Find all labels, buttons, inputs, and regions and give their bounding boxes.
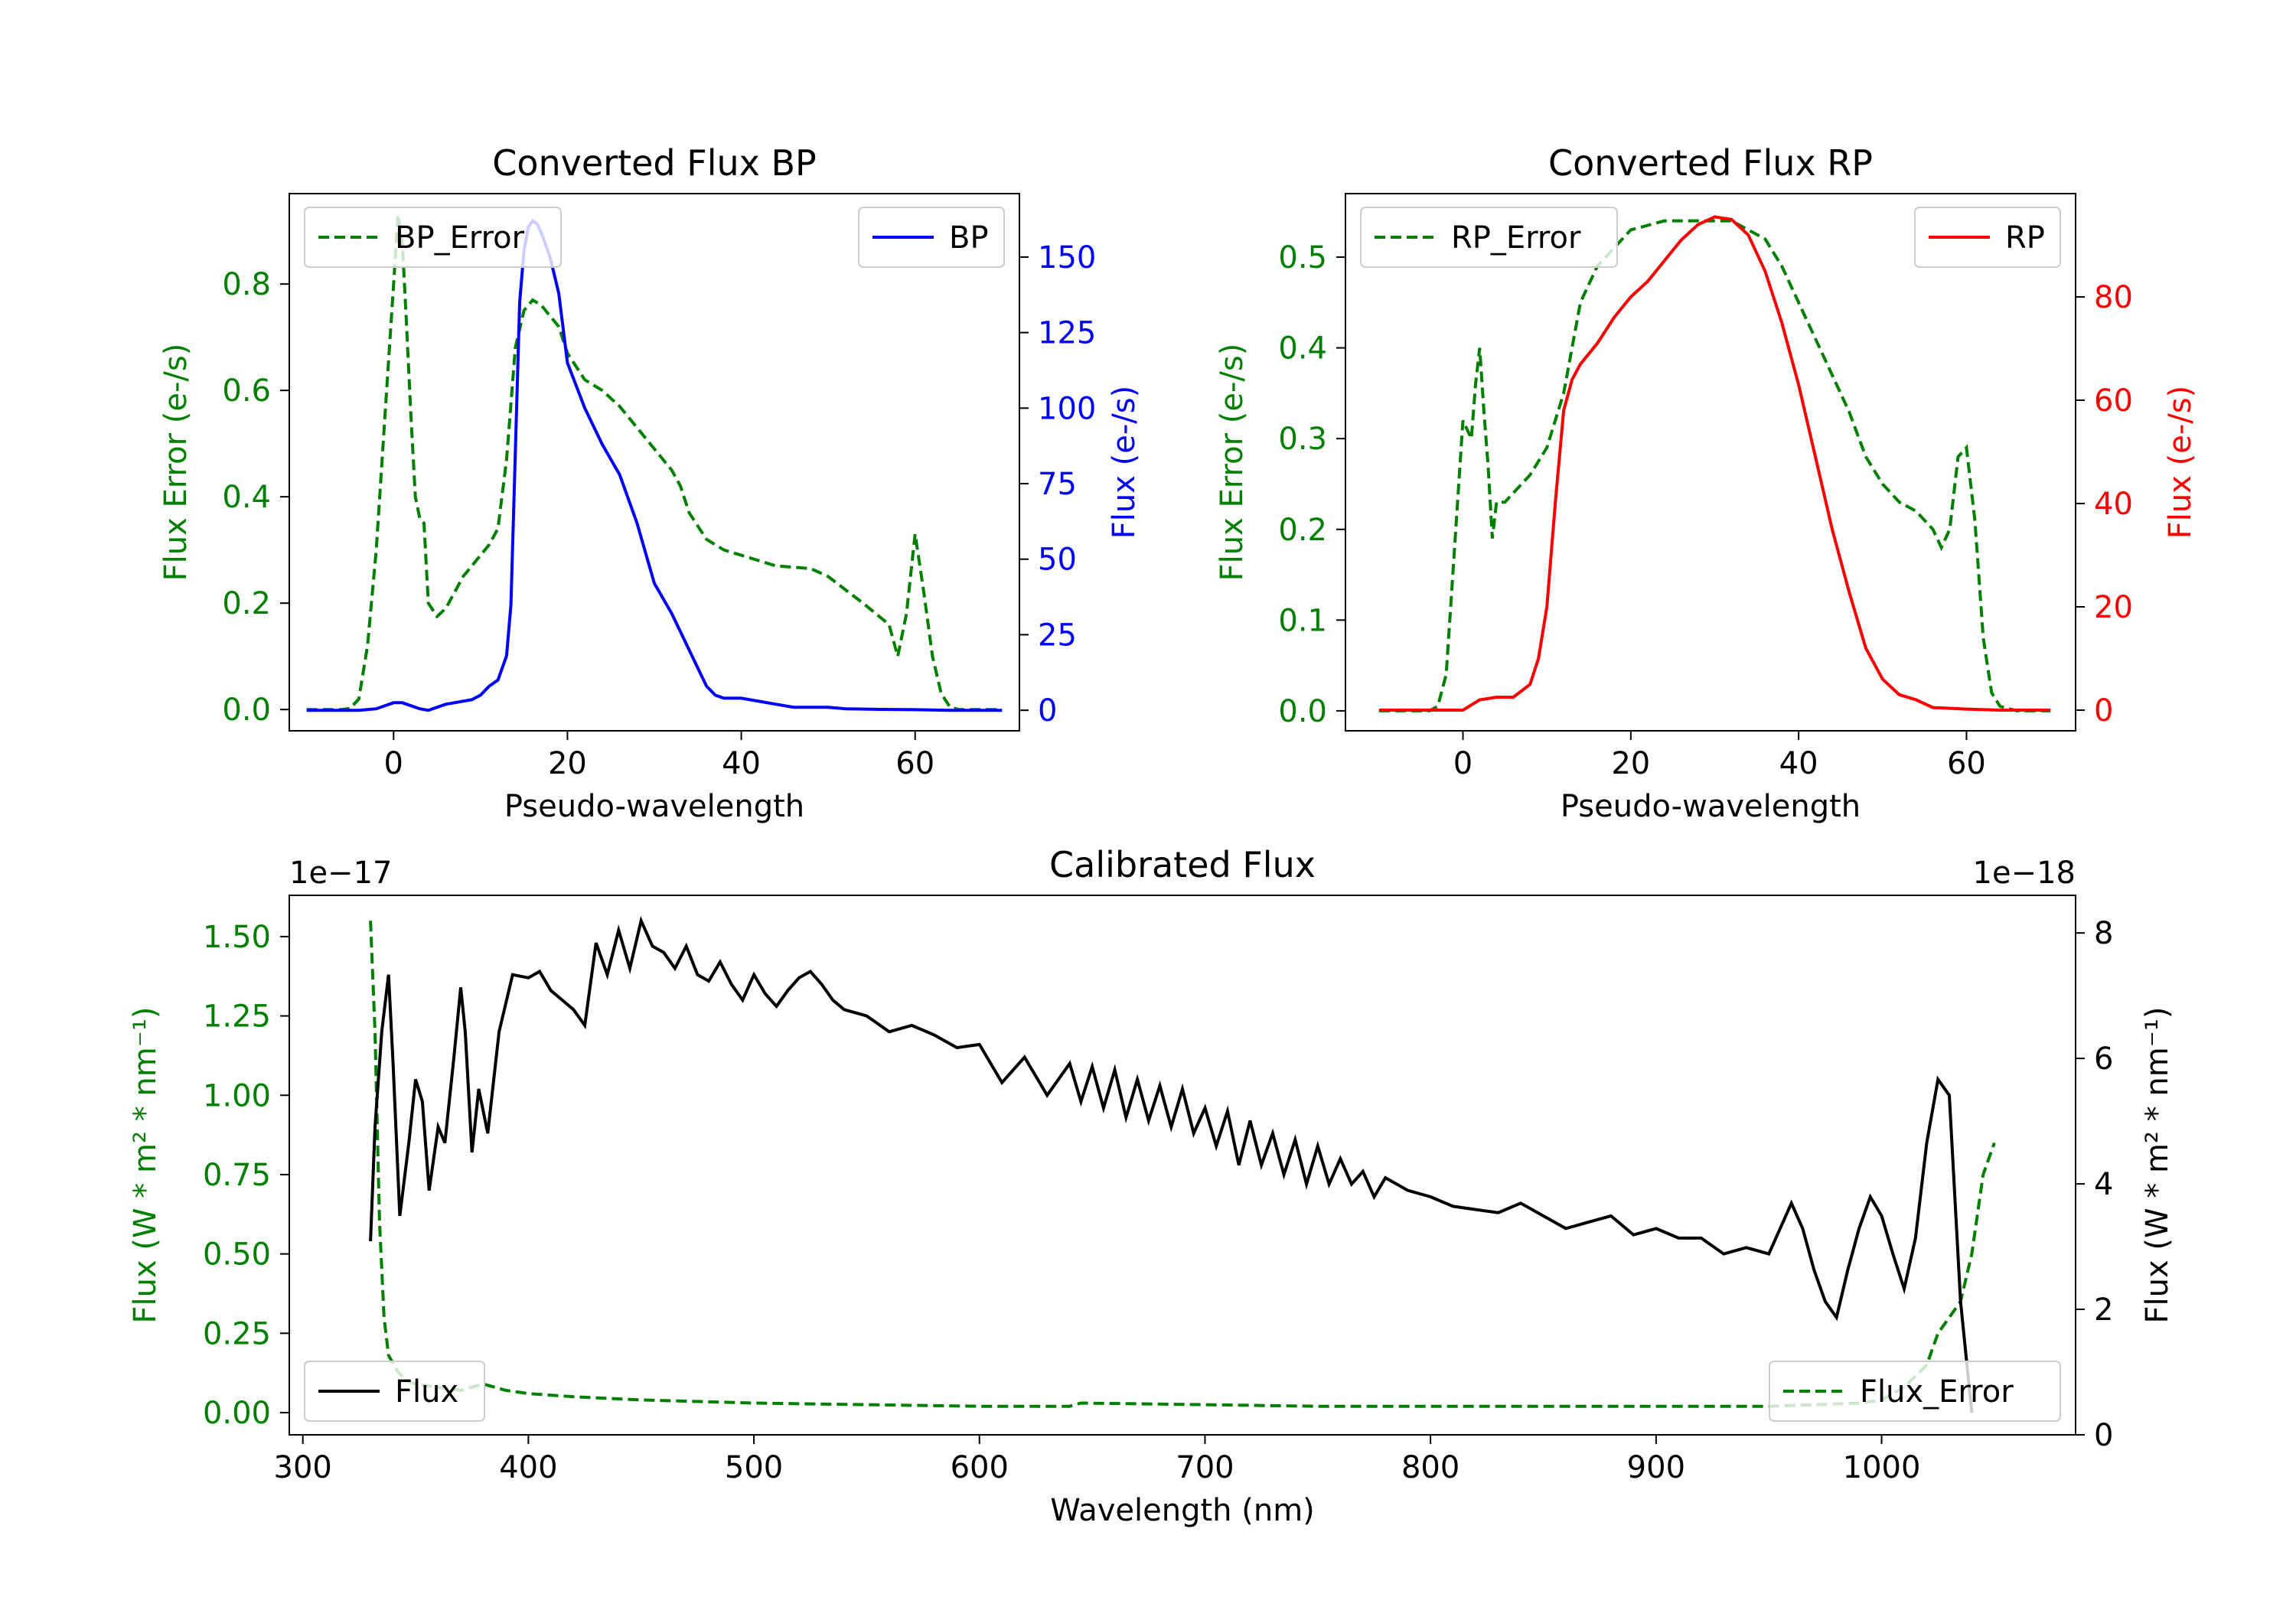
y-left-tick-label: 0.3: [1278, 422, 1327, 457]
x-axis-label: Pseudo-wavelength: [1561, 789, 1861, 824]
legend-box: [1769, 1361, 2061, 1422]
y-right-tick-label: 0: [1038, 693, 1057, 729]
y-right-tick-label: 0: [2094, 693, 2113, 729]
y-right-tick-label: 80: [2094, 280, 2133, 315]
legend-label: Flux: [395, 1374, 458, 1410]
axes-frame: [289, 193, 1020, 732]
legend-flux: BP: [858, 207, 1005, 268]
x-tick-label: 500: [725, 1450, 783, 1485]
x-tick-label: 300: [274, 1450, 332, 1485]
y-right-axis-label: Flux (W * m² * nm⁻¹): [2140, 1007, 2175, 1324]
x-tick-label: 60: [1947, 746, 1986, 781]
x-tick-label: 0: [1453, 746, 1473, 781]
panel-converted-flux-bp: 0 20 40 60 0.0 0.2 0.4 0.6 0.8 0 25 50 75 100 125 150 Co…: [158, 142, 1142, 824]
y-left-tick-label: 0.4: [1278, 331, 1327, 367]
y-right-tick-label: 75: [1038, 467, 1077, 502]
series-rp-error: [1378, 219, 2051, 712]
y-left-tick-label: 0.8: [222, 267, 271, 302]
y-left-tick-label: 0.2: [222, 586, 271, 621]
y-left-tick-label: 0.0: [222, 693, 271, 728]
x-tick-label: 900: [1627, 1450, 1685, 1485]
y-left-tick-label: 0.2: [1278, 513, 1327, 548]
y-left-offset-text: 1e−17: [289, 856, 392, 891]
y-right-tick-label: 150: [1038, 240, 1096, 275]
x-axis-label: Pseudo-wavelength: [504, 789, 804, 824]
y-right-tick-label: 8: [2094, 916, 2113, 951]
y-left-tick-label: 1.25: [203, 999, 271, 1035]
y-left-tick-label: 0.5: [1278, 240, 1327, 275]
legend-label: RP: [2005, 220, 2045, 256]
legend-error: RP_Error: [1360, 207, 1618, 268]
y-right-tick-label: 0: [2094, 1418, 2113, 1453]
y-left-axis-label: Flux Error (e-/s): [158, 344, 194, 582]
x-tick-label: 700: [1176, 1450, 1234, 1485]
legend-label: RP_Error: [1451, 220, 1581, 256]
y-right-offset-text: 1e−18: [1973, 856, 2076, 891]
x-tick-label: 800: [1401, 1450, 1459, 1485]
y-right-tick-label: 25: [1038, 618, 1077, 653]
panel-calibrated-flux: 300 400 500 600 700 800 900 1000 0.00 0.25 0.50 0.7…: [128, 844, 2175, 1528]
y-left-axis-label: Flux Error (e-/s): [1215, 344, 1250, 582]
y-left-tick-label: 0.25: [203, 1316, 271, 1351]
panel-converted-flux-rp: 0 20 40 60 0.0 0.1 0.2 0.3 0.4 0.5 0 20 40 60 80 Conver…: [1215, 142, 2198, 824]
x-tick-label: 1000: [1843, 1450, 1921, 1485]
x-tick-label: 600: [951, 1450, 1009, 1485]
y-left-tick-label: 0.1: [1278, 603, 1327, 638]
y-right-tick-label: 2: [2094, 1292, 2113, 1328]
legend-label: Flux_Error: [1860, 1374, 2014, 1410]
legend-box: [304, 207, 562, 268]
y-right-tick-label: 100: [1038, 391, 1096, 426]
y-right-tick-label: 4: [2094, 1167, 2113, 1202]
legend-box: [1360, 207, 1618, 268]
axes-frame: [1345, 193, 2076, 732]
chart-title: Converted Flux RP: [1548, 142, 1873, 184]
x-axis-label: Wavelength (nm): [1050, 1493, 1315, 1528]
axes-frame: [289, 895, 2076, 1436]
x-tick-label: 40: [1779, 746, 1818, 781]
x-tick-label: 60: [895, 746, 934, 781]
legend-flux: RP: [1914, 207, 2061, 268]
y-left-tick-label: 0.50: [203, 1237, 271, 1273]
y-left-tick-label: 0.4: [222, 480, 271, 515]
legend-flux: Flux: [304, 1361, 485, 1422]
y-right-tick-label: 125: [1038, 316, 1096, 351]
series-flux: [369, 915, 1974, 1413]
y-left-axis-label: Flux (W * m² * nm⁻¹): [128, 1007, 163, 1324]
legend-flux-error: Flux_Error: [1769, 1361, 2061, 1422]
legend-error: BP_Error: [304, 207, 562, 268]
y-left-tick-label: 0.0: [1278, 694, 1327, 729]
x-tick-label: 40: [722, 746, 761, 781]
y-left-tick-label: 0.75: [203, 1158, 271, 1193]
y-right-tick-label: 40: [2094, 487, 2133, 522]
y-left-tick-label: 0.6: [222, 373, 271, 409]
y-right-tick-label: 6: [2094, 1041, 2113, 1077]
chart-title: Converted Flux BP: [492, 142, 817, 184]
x-tick-label: 20: [548, 746, 587, 781]
y-right-axis-label: Flux (e-/s): [2163, 386, 2198, 539]
y-right-axis-label: Flux (e-/s): [1107, 386, 1142, 539]
series-rp: [1378, 215, 2051, 712]
y-left-tick-label: 0.00: [203, 1396, 271, 1431]
legend-label: BP: [949, 220, 989, 256]
legend-box: [304, 1361, 485, 1422]
x-tick-label: 0: [384, 746, 403, 781]
y-right-tick-label: 20: [2094, 590, 2133, 625]
y-left-tick-label: 1.00: [203, 1078, 271, 1113]
y-right-tick-label: 50: [1038, 543, 1077, 578]
y-left-tick-label: 1.50: [203, 920, 271, 955]
legend-label: BP_Error: [395, 220, 525, 256]
x-tick-label: 20: [1611, 746, 1650, 781]
chart-title: Calibrated Flux: [1049, 844, 1316, 885]
y-right-tick-label: 60: [2094, 383, 2133, 419]
x-tick-label: 400: [499, 1450, 557, 1485]
